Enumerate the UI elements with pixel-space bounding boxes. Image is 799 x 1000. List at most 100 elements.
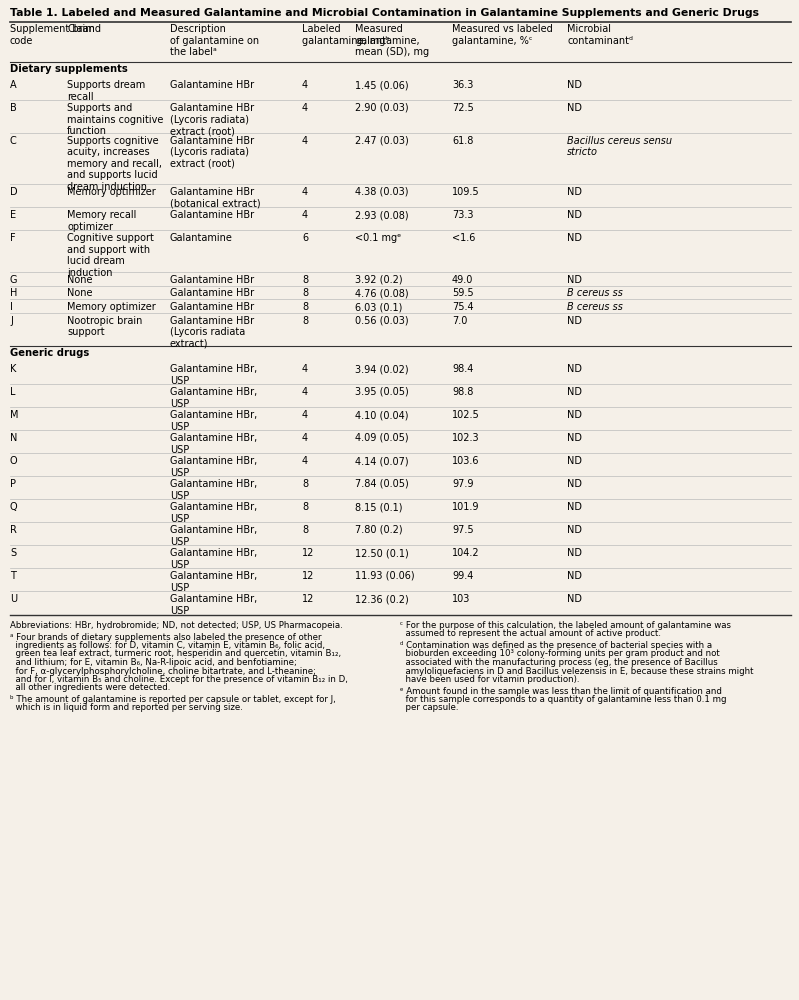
Text: 97.9: 97.9 — [452, 479, 474, 489]
Text: Galantamine HBr: Galantamine HBr — [170, 210, 254, 220]
Text: ND: ND — [567, 187, 582, 197]
Text: I: I — [10, 302, 13, 312]
Text: 8: 8 — [302, 288, 308, 298]
Text: Memory optimizer: Memory optimizer — [67, 302, 156, 312]
Text: N: N — [10, 433, 18, 443]
Text: Galantamine HBr
(Lycoris radiata)
extract (root): Galantamine HBr (Lycoris radiata) extrac… — [170, 135, 254, 169]
Text: 11.93 (0.06): 11.93 (0.06) — [355, 571, 415, 581]
Text: 6: 6 — [302, 233, 308, 243]
Text: Memory optimizer: Memory optimizer — [67, 187, 156, 197]
Text: 4.76 (0.08): 4.76 (0.08) — [355, 288, 408, 298]
Text: 8: 8 — [302, 302, 308, 312]
Text: Supports dream
recall: Supports dream recall — [67, 80, 145, 102]
Text: Labeled
galantamine, mgᵇ: Labeled galantamine, mgᵇ — [302, 24, 389, 46]
Text: Microbial
contaminantᵈ: Microbial contaminantᵈ — [567, 24, 633, 46]
Text: Galantamine HBr,
USP: Galantamine HBr, USP — [170, 410, 257, 432]
Text: 49.0: 49.0 — [452, 275, 473, 285]
Text: 12: 12 — [302, 548, 314, 558]
Text: 2.90 (0.03): 2.90 (0.03) — [355, 103, 408, 113]
Text: for this sample corresponds to a quantity of galantamine less than 0.1 mg: for this sample corresponds to a quantit… — [400, 695, 726, 704]
Text: Galantamine HBr: Galantamine HBr — [170, 275, 254, 285]
Text: assumed to represent the actual amount of active product.: assumed to represent the actual amount o… — [400, 630, 661, 639]
Text: ᵇ The amount of galantamine is reported per capsule or tablet, except for J,: ᵇ The amount of galantamine is reported … — [10, 695, 336, 704]
Text: 0.56 (0.03): 0.56 (0.03) — [355, 316, 408, 326]
Text: 59.5: 59.5 — [452, 288, 474, 298]
Text: Measured
galantamine,
mean (SD), mg: Measured galantamine, mean (SD), mg — [355, 24, 429, 57]
Text: Q: Q — [10, 502, 18, 512]
Text: Table 1. Labeled and Measured Galantamine and Microbial Contamination in Galanta: Table 1. Labeled and Measured Galantamin… — [10, 8, 759, 18]
Text: 102.3: 102.3 — [452, 433, 479, 443]
Text: ND: ND — [567, 80, 582, 90]
Text: 6.03 (0.1): 6.03 (0.1) — [355, 302, 403, 312]
Text: Galantamine HBr: Galantamine HBr — [170, 80, 254, 90]
Text: 7.0: 7.0 — [452, 316, 467, 326]
Text: Measured vs labeled
galantamine, %ᶜ: Measured vs labeled galantamine, %ᶜ — [452, 24, 553, 46]
Text: 4: 4 — [302, 80, 308, 90]
Text: <0.1 mgᵉ: <0.1 mgᵉ — [355, 233, 401, 243]
Text: Supplement brand
code: Supplement brand code — [10, 24, 101, 46]
Text: Galantamine HBr,
USP: Galantamine HBr, USP — [170, 502, 257, 524]
Text: ND: ND — [567, 410, 582, 420]
Text: ND: ND — [567, 387, 582, 397]
Text: 102.5: 102.5 — [452, 410, 479, 420]
Text: and for I, vitamin B₅ and choline. Except for the presence of vitamin B₁₂ in D,: and for I, vitamin B₅ and choline. Excep… — [10, 675, 348, 684]
Text: 103.6: 103.6 — [452, 456, 479, 466]
Text: Galantamine HBr,
USP: Galantamine HBr, USP — [170, 479, 257, 501]
Text: ᵉ Amount found in the sample was less than the limit of quantification and: ᵉ Amount found in the sample was less th… — [400, 686, 721, 696]
Text: 4.10 (0.04): 4.10 (0.04) — [355, 410, 408, 420]
Text: ND: ND — [567, 316, 582, 326]
Text: 12: 12 — [302, 594, 314, 604]
Text: 4.09 (0.05): 4.09 (0.05) — [355, 433, 408, 443]
Text: Galantamine HBr,
USP: Galantamine HBr, USP — [170, 387, 257, 409]
Text: ND: ND — [567, 571, 582, 581]
Text: G: G — [10, 275, 18, 285]
Text: 2.93 (0.08): 2.93 (0.08) — [355, 210, 408, 220]
Text: ND: ND — [567, 502, 582, 512]
Text: 12.50 (0.1): 12.50 (0.1) — [355, 548, 409, 558]
Text: C: C — [10, 135, 17, 145]
Text: 36.3: 36.3 — [452, 80, 473, 90]
Text: <1.6: <1.6 — [452, 233, 475, 243]
Text: Nootropic brain
support: Nootropic brain support — [67, 316, 142, 337]
Text: 109.5: 109.5 — [452, 187, 479, 197]
Text: 8: 8 — [302, 275, 308, 285]
Text: ND: ND — [567, 548, 582, 558]
Text: Generic drugs: Generic drugs — [10, 348, 89, 358]
Text: B: B — [10, 103, 17, 113]
Text: amyloliquefaciens in D and Bacillus velezensis in E, because these strains might: amyloliquefaciens in D and Bacillus vele… — [400, 666, 753, 676]
Text: None: None — [67, 288, 93, 298]
Text: A: A — [10, 80, 17, 90]
Text: L: L — [10, 387, 15, 397]
Text: 4: 4 — [302, 387, 308, 397]
Text: ᵈ Contamination was defined as the presence of bacterial species with a: ᵈ Contamination was defined as the prese… — [400, 641, 712, 650]
Text: Galantamine: Galantamine — [170, 233, 233, 243]
Text: Abbreviations: HBr, hydrobromide; ND, not detected; USP, US Pharmacopeia.: Abbreviations: HBr, hydrobromide; ND, no… — [10, 621, 343, 630]
Text: per capsule.: per capsule. — [400, 704, 459, 712]
Text: have been used for vitamin production).: have been used for vitamin production). — [400, 675, 579, 684]
Text: 4.14 (0.07): 4.14 (0.07) — [355, 456, 408, 466]
Text: J: J — [10, 316, 13, 326]
Text: 98.8: 98.8 — [452, 387, 473, 397]
Text: 97.5: 97.5 — [452, 525, 474, 535]
Text: ingredients as follows: for D, vitamin C, vitamin E, vitamin B₆, folic acid,: ingredients as follows: for D, vitamin C… — [10, 641, 325, 650]
Text: D: D — [10, 187, 18, 197]
Text: 1.45 (0.06): 1.45 (0.06) — [355, 80, 408, 90]
Text: bioburden exceeding 10³ colony-forming units per gram product and not: bioburden exceeding 10³ colony-forming u… — [400, 650, 720, 658]
Text: ND: ND — [567, 456, 582, 466]
Text: 4: 4 — [302, 103, 308, 113]
Text: Galantamine HBr,
USP: Galantamine HBr, USP — [170, 433, 257, 455]
Text: 4: 4 — [302, 410, 308, 420]
Text: 104.2: 104.2 — [452, 548, 479, 558]
Text: 4: 4 — [302, 364, 308, 374]
Text: for F, α-glycerylphosphorylcholine, choline bitartrate, and L-theanine;: for F, α-glycerylphosphorylcholine, chol… — [10, 666, 316, 676]
Text: 2.47 (0.03): 2.47 (0.03) — [355, 135, 409, 145]
Text: 7.84 (0.05): 7.84 (0.05) — [355, 479, 409, 489]
Text: B cereus ss: B cereus ss — [567, 288, 623, 298]
Text: T: T — [10, 571, 16, 581]
Text: P: P — [10, 479, 16, 489]
Text: Dietary supplements: Dietary supplements — [10, 64, 128, 74]
Text: ᵃ Four brands of dietary supplements also labeled the presence of other: ᵃ Four brands of dietary supplements als… — [10, 633, 321, 642]
Text: Galantamine HBr,
USP: Galantamine HBr, USP — [170, 525, 257, 547]
Text: 12: 12 — [302, 571, 314, 581]
Text: O: O — [10, 456, 18, 466]
